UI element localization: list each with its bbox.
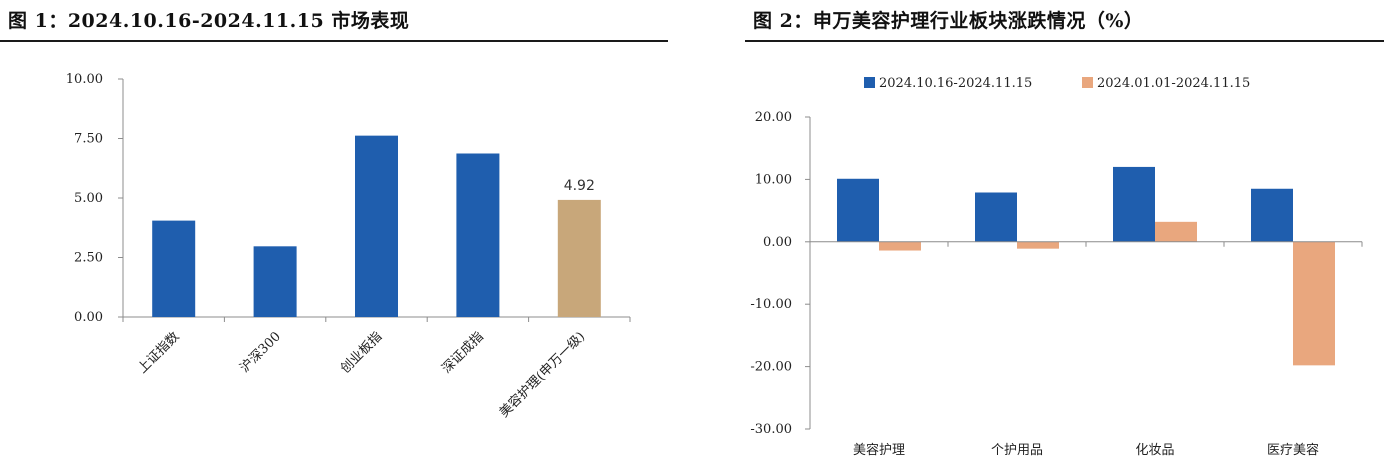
bar xyxy=(355,135,398,317)
legend-label: 2024.01.01-2024.11.15 xyxy=(1097,76,1250,91)
x-category-label: 医疗美容 xyxy=(1267,442,1319,458)
y-tick-label: 10.00 xyxy=(66,72,103,87)
title-rule xyxy=(0,40,668,42)
x-category-label: 沪深300 xyxy=(237,329,284,376)
bar xyxy=(1155,221,1197,242)
bar xyxy=(837,178,879,242)
y-tick-label: 0.00 xyxy=(763,235,792,250)
data-label: 4.92 xyxy=(564,178,595,194)
bar xyxy=(557,199,601,317)
title-rule xyxy=(745,40,1384,42)
chart-title: 图 1：2024.10.16-2024.11.15 市场表现 xyxy=(8,10,410,32)
chart-panel-market: 图 1：2024.10.16-2024.11.15 市场表现 0.00 2.50 5… xyxy=(0,0,668,470)
chart-title: 图 2：申万美容护理行业板块涨跌情况（%） xyxy=(753,10,1144,32)
y-tick-label: 20.00 xyxy=(755,110,792,125)
bar xyxy=(1251,188,1293,242)
x-category-label: 美容护理 xyxy=(853,442,905,458)
industry-bar-chart: -30.00 -20.00 -10.00 0.00 10.00 20.00 美容护理 个护用品… xyxy=(750,76,1363,458)
legend-swatch xyxy=(864,77,875,88)
y-tick-label: 0.00 xyxy=(74,310,103,325)
x-category-label: 美容护理(申万一级) xyxy=(496,329,588,421)
y-tick-label: -10.00 xyxy=(750,297,792,312)
bar xyxy=(975,192,1017,242)
bar xyxy=(253,246,297,317)
market-bar-chart: 0.00 2.50 5.00 7.50 10.00 上证指数 沪深300 创业板指 深证成指 美容… xyxy=(66,72,631,421)
y-tick-label: 7.50 xyxy=(74,132,103,147)
chart-panel-industry: 图 2：申万美容护理行业板块涨跌情况（%） -30.00 -20.00 -10.00… xyxy=(745,0,1384,470)
x-category-label: 化妆品 xyxy=(1135,443,1174,458)
bar xyxy=(1017,241,1059,249)
x-category-label: 深证成指 xyxy=(439,329,486,376)
y-tick-label: 10.00 xyxy=(755,172,792,187)
bar xyxy=(1113,166,1155,242)
y-tick-label: 2.50 xyxy=(74,251,103,266)
x-category-label: 个护用品 xyxy=(991,443,1043,458)
y-tick-label: 5.00 xyxy=(74,191,103,206)
x-category-label: 上证指数 xyxy=(135,329,182,376)
x-category-label: 创业板指 xyxy=(338,329,385,376)
legend-label: 2024.10.16-2024.11.15 xyxy=(879,76,1032,91)
bar xyxy=(456,153,500,317)
legend-swatch xyxy=(1082,77,1093,88)
bar xyxy=(879,241,921,251)
y-tick-label: -20.00 xyxy=(750,360,792,375)
bar xyxy=(1293,241,1335,366)
bar xyxy=(152,220,196,317)
y-tick-label: -30.00 xyxy=(750,422,792,437)
